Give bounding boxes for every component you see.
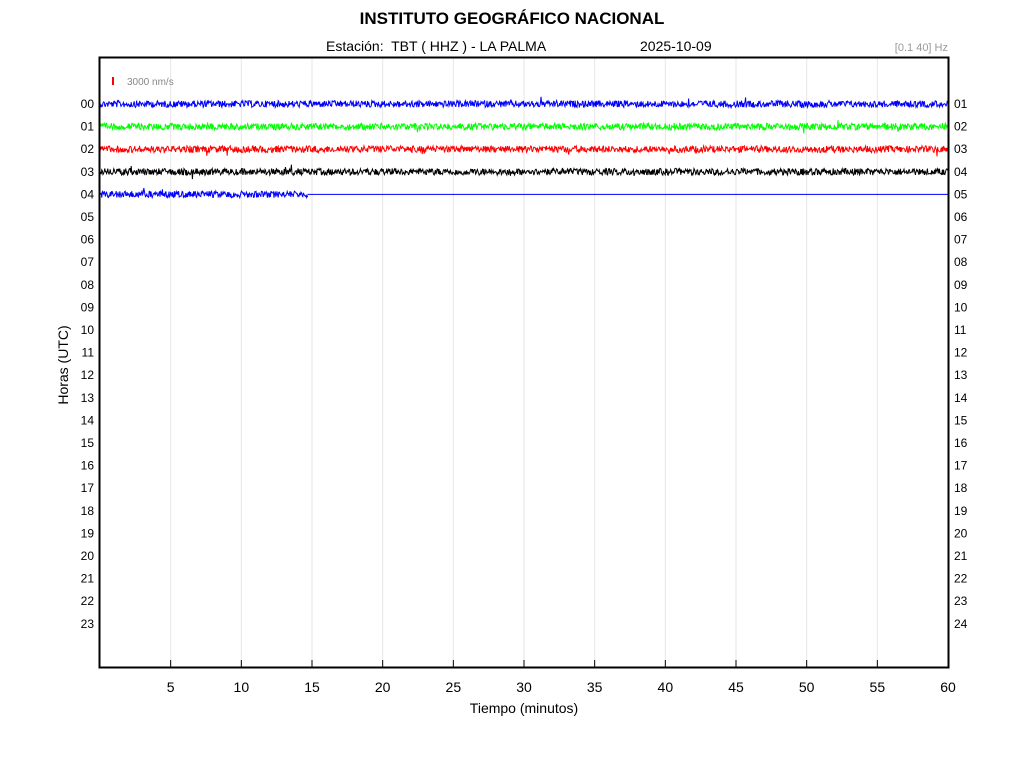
station-label: Estación: TBT ( HHZ ) - LA PALMA	[326, 38, 547, 54]
left-hour-label: 06	[81, 233, 95, 247]
x-tick-label: 45	[728, 679, 744, 695]
left-hour-label: 15	[81, 436, 95, 450]
right-hour-label: 11	[954, 323, 967, 337]
right-hour-labels: 01 02 03 04 05 06 07 08 09 10 11 12 13 14 15 16 17 18 19 20…	[954, 97, 968, 631]
left-hour-label: 21	[81, 572, 95, 586]
x-axis-ticks: 5 10 15 20 25 30 35 40 45 50 55 60	[167, 660, 956, 695]
right-hour-label: 10	[954, 300, 968, 314]
right-hour-label: 06	[954, 210, 968, 224]
right-hour-label: 14	[954, 391, 968, 405]
right-hour-label: 13	[954, 368, 968, 382]
right-hour-label: 21	[954, 549, 968, 563]
seismic-trace	[99, 164, 949, 180]
right-hour-label: 12	[954, 346, 968, 360]
seismic-trace	[99, 120, 949, 134]
left-hour-label: 12	[81, 368, 95, 382]
left-hour-label: 20	[81, 549, 95, 563]
right-hour-label: 08	[954, 255, 968, 269]
x-tick-label: 40	[658, 679, 674, 695]
seismic-trace	[99, 96, 949, 110]
x-tick-label: 15	[304, 679, 320, 695]
right-hour-label: 20	[954, 526, 968, 540]
right-hour-label: 18	[954, 481, 968, 495]
right-hour-label: 04	[954, 165, 968, 179]
right-hour-label: 02	[954, 120, 968, 134]
right-hour-label: 09	[954, 278, 968, 292]
right-hour-label: 01	[954, 97, 968, 111]
seismic-trace	[99, 187, 309, 200]
right-hour-label: 19	[954, 504, 968, 518]
left-hour-label: 10	[81, 323, 95, 337]
left-hour-label: 09	[81, 300, 95, 314]
right-hour-label: 15	[954, 413, 968, 427]
right-hour-label: 07	[954, 233, 968, 247]
trace-group	[99, 96, 949, 200]
left-hour-label: 07	[81, 255, 95, 269]
right-hour-label: 05	[954, 187, 968, 201]
left-hour-label: 11	[82, 346, 95, 360]
plot-frame	[98, 56, 950, 669]
x-tick-label: 55	[870, 679, 886, 695]
x-axis-label: Tiempo (minutos)	[469, 700, 579, 716]
right-hour-label: 17	[954, 459, 968, 473]
x-tick-label: 50	[799, 679, 815, 695]
left-hour-label: 03	[81, 165, 95, 179]
right-hour-label: 16	[954, 436, 968, 450]
left-hour-label: 19	[81, 526, 95, 540]
left-hour-label: 18	[81, 504, 95, 518]
grid-lines	[170, 58, 878, 667]
x-tick-label: 10	[234, 679, 250, 695]
left-hour-label: 14	[81, 413, 95, 427]
right-hour-label: 24	[954, 617, 968, 631]
right-hour-label: 23	[954, 594, 968, 608]
left-hour-label: 01	[81, 120, 95, 134]
left-hour-label: 22	[81, 594, 95, 608]
x-tick-label: 5	[167, 679, 175, 695]
left-hour-label: 13	[81, 391, 95, 405]
left-hour-label: 05	[81, 210, 95, 224]
left-hour-label: 17	[81, 481, 95, 495]
x-tick-label: 60	[940, 679, 956, 695]
right-hour-label: 22	[954, 572, 968, 586]
left-hour-label: 02	[81, 142, 95, 156]
x-tick-label: 30	[516, 679, 532, 695]
x-tick-label: 20	[375, 679, 391, 695]
frequency-band-label: [0.1 40] Hz	[894, 42, 948, 54]
left-hour-label: 16	[81, 459, 95, 473]
scale-legend: 3000 nm/s	[112, 77, 174, 88]
x-tick-label: 25	[446, 679, 462, 695]
chart-title: INSTITUTO GEOGRÁFICO NACIONAL	[359, 9, 665, 28]
scale-bar-icon	[112, 77, 114, 85]
left-hour-labels: 00 01 02 03 04 05 06 07 08 09 10 11 12 13 14 15 16 17 18 19…	[81, 97, 95, 631]
left-hour-label: 23	[81, 617, 95, 631]
left-hour-label: 00	[81, 97, 95, 111]
left-hour-label: 04	[81, 187, 95, 201]
right-hour-label: 03	[954, 142, 968, 156]
y-axis-label: Horas (UTC)	[55, 325, 71, 405]
x-tick-label: 35	[587, 679, 603, 695]
scale-label: 3000 nm/s	[127, 77, 174, 88]
left-hour-label: 08	[81, 278, 95, 292]
date-label: 2025-10-09	[640, 38, 712, 54]
seismic-trace	[99, 143, 949, 157]
